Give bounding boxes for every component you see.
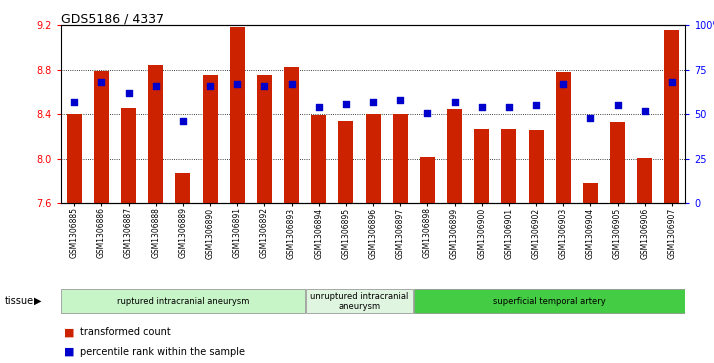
Text: transformed count: transformed count — [80, 327, 171, 337]
Point — [69, 99, 80, 105]
Bar — [176, 173, 191, 203]
Point — [313, 104, 324, 110]
Point — [395, 97, 406, 103]
Point — [258, 83, 270, 89]
FancyBboxPatch shape — [414, 289, 685, 314]
Bar — [528, 130, 543, 203]
Point — [150, 83, 161, 89]
Bar — [94, 71, 109, 203]
Bar — [257, 76, 272, 203]
Bar — [284, 66, 299, 203]
Bar — [610, 122, 625, 203]
Point — [231, 81, 243, 87]
Point — [204, 83, 216, 89]
Bar — [311, 115, 326, 203]
Point — [367, 99, 378, 105]
FancyBboxPatch shape — [306, 289, 413, 314]
Text: tissue: tissue — [4, 295, 34, 306]
Text: unruptured intracranial
aneurysm: unruptured intracranial aneurysm — [311, 291, 408, 311]
Point — [177, 119, 188, 125]
Bar — [203, 76, 218, 203]
Point — [476, 104, 488, 110]
Bar — [149, 65, 164, 203]
Text: ruptured intracranial aneurysm: ruptured intracranial aneurysm — [116, 297, 249, 306]
Bar — [338, 121, 353, 203]
Point — [449, 99, 461, 105]
Point — [585, 115, 596, 121]
Point — [639, 108, 650, 114]
Bar — [393, 114, 408, 203]
Bar — [230, 26, 245, 203]
Point — [96, 79, 107, 85]
Bar — [121, 108, 136, 203]
Point — [531, 102, 542, 108]
Bar — [447, 109, 462, 203]
Bar — [665, 30, 679, 203]
Point — [558, 81, 569, 87]
Bar — [420, 156, 435, 203]
Bar — [67, 114, 81, 203]
Text: ■: ■ — [64, 347, 75, 357]
Point — [286, 81, 297, 87]
Point — [503, 104, 515, 110]
Text: percentile rank within the sample: percentile rank within the sample — [80, 347, 245, 357]
FancyBboxPatch shape — [61, 289, 305, 314]
Point — [612, 102, 623, 108]
Bar — [366, 114, 381, 203]
Point — [666, 79, 678, 85]
Bar — [637, 158, 652, 203]
Bar — [501, 129, 516, 203]
Text: GDS5186 / 4337: GDS5186 / 4337 — [61, 13, 164, 26]
Bar — [474, 129, 489, 203]
Text: superficial temporal artery: superficial temporal artery — [493, 297, 606, 306]
Point — [340, 101, 351, 107]
Text: ▶: ▶ — [34, 295, 42, 306]
Bar — [555, 72, 570, 203]
Point — [422, 110, 433, 115]
Bar — [583, 183, 598, 203]
Point — [123, 90, 134, 96]
Text: ■: ■ — [64, 327, 75, 337]
